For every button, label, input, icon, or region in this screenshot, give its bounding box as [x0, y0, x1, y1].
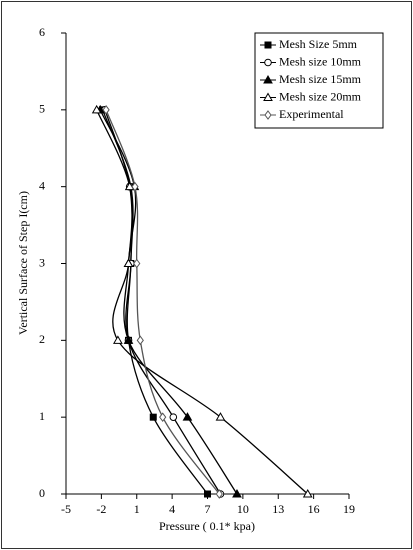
- point: [124, 181, 135, 191]
- y-tick-label: 2: [39, 332, 45, 346]
- series-line: [104, 109, 222, 495]
- x-tick-label: 1: [134, 502, 140, 516]
- series-line: [101, 109, 209, 495]
- point: [123, 335, 134, 344]
- legend-marker: [264, 58, 272, 67]
- series-line: [105, 109, 220, 495]
- legend-label: Mesh size 15mm: [279, 72, 362, 86]
- legend-marker: [264, 110, 272, 120]
- point: [302, 488, 313, 498]
- legend-marker: [263, 74, 273, 84]
- y-tick-label: 6: [39, 25, 45, 39]
- point: [169, 413, 178, 421]
- point: [131, 181, 139, 192]
- legend-marker: [263, 92, 273, 101]
- point: [204, 490, 211, 498]
- point: [113, 335, 123, 344]
- point: [215, 489, 223, 499]
- y-tick-label: 0: [39, 486, 45, 500]
- x-tick-label: 19: [343, 502, 355, 516]
- x-axis-label: Pressure ( 0.1* kpa): [159, 519, 255, 533]
- x-tick-label: 7: [205, 502, 211, 516]
- x-tick-label: 4: [169, 502, 175, 516]
- legend-marker: [264, 41, 272, 49]
- x-tick-label: -2: [96, 502, 106, 516]
- point: [123, 258, 134, 267]
- point: [136, 335, 144, 346]
- x-tick-label: 16: [308, 502, 320, 516]
- legend-box: [254, 32, 384, 129]
- y-tick-label: 4: [39, 178, 45, 192]
- point: [215, 412, 226, 421]
- point: [133, 258, 141, 269]
- legend-label: Mesh Size 5mm: [279, 37, 358, 51]
- series-line: [99, 109, 238, 495]
- series-line: [96, 109, 309, 495]
- legend-label: Mesh size 10mm: [279, 54, 362, 68]
- legend-label: Experimental: [279, 107, 344, 121]
- y-tick-label: 5: [39, 102, 45, 116]
- x-tick-label: 10: [237, 502, 249, 516]
- point: [182, 412, 193, 421]
- x-tick-label: 13: [272, 502, 284, 516]
- x-tick-label: -5: [61, 502, 71, 516]
- y-tick-label: 1: [39, 409, 45, 423]
- y-tick-label: 3: [39, 255, 45, 269]
- y-axis-label: Vertical Surface of Step I(cm): [16, 191, 30, 335]
- point: [102, 104, 110, 115]
- point: [149, 413, 157, 421]
- point: [159, 412, 167, 423]
- legend-label: Mesh size 20mm: [279, 89, 362, 103]
- point: [232, 488, 242, 498]
- point: [91, 104, 102, 114]
